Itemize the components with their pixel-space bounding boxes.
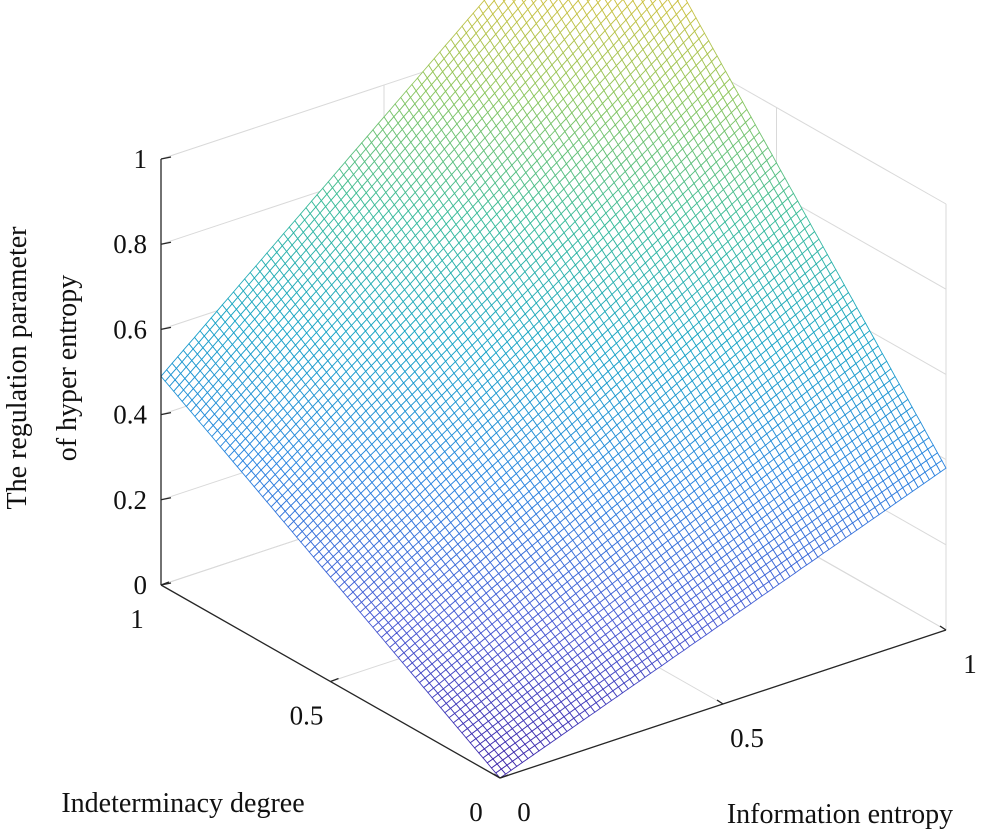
surface-mesh	[160, 0, 947, 779]
